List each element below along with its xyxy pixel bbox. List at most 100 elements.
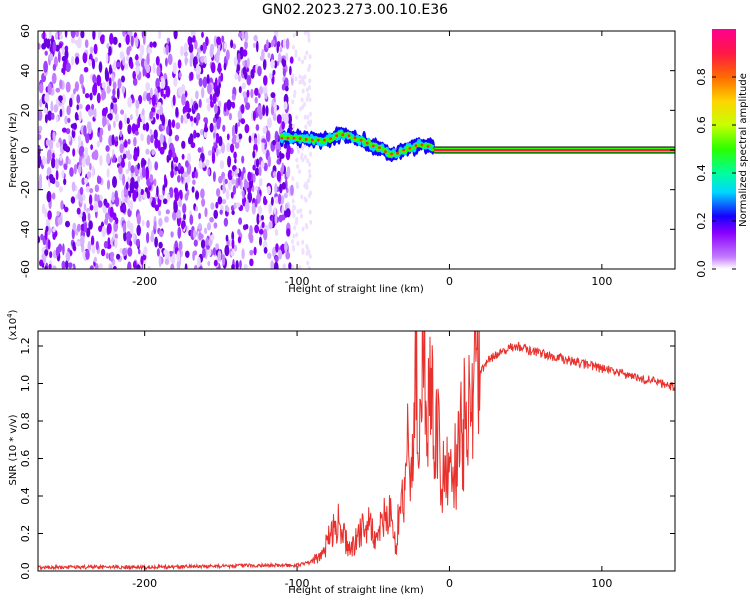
- noise-blob: [304, 197, 308, 203]
- noise-blob: [306, 92, 310, 98]
- noise-blob: [88, 59, 92, 67]
- noise-blob: [112, 36, 118, 45]
- noise-blob: [114, 136, 119, 142]
- noise-blob: [201, 198, 206, 207]
- noise-blob: [109, 33, 114, 45]
- noise-blob: [175, 106, 179, 118]
- noise-blob: [71, 228, 75, 240]
- snr-xlabel: Height of straight line (km): [288, 585, 424, 596]
- noise-blob: [238, 32, 243, 38]
- noise-blob: [64, 49, 69, 60]
- noise-blob: [267, 52, 271, 59]
- noise-blob: [142, 123, 147, 131]
- noise-blob: [178, 72, 182, 78]
- noise-blob: [274, 228, 279, 237]
- noise-blob: [271, 196, 274, 206]
- noise-blob: [158, 241, 163, 249]
- noise-blob: [159, 105, 164, 116]
- noise-blob: [275, 243, 279, 253]
- spectrogram-plot-area: [38, 31, 675, 269]
- noise-blob: [198, 160, 203, 170]
- noise-blob: [213, 259, 218, 267]
- noise-blob: [135, 36, 139, 48]
- noise-blob: [202, 41, 207, 54]
- noise-blob: [83, 125, 87, 137]
- noise-blob: [106, 223, 112, 235]
- noise-blob: [237, 52, 241, 64]
- noise-blob: [51, 177, 56, 185]
- noise-blob: [235, 260, 239, 269]
- ridge-peak: [280, 136, 284, 140]
- noise-blob: [121, 75, 125, 83]
- noise-blob: [172, 210, 177, 221]
- noise-blob: [309, 151, 313, 157]
- noise-blob: [268, 203, 272, 215]
- noise-blob: [285, 52, 289, 62]
- ridge-peak: [304, 137, 308, 141]
- noise-blob: [238, 86, 242, 94]
- noise-blob: [45, 139, 50, 147]
- noise-blob: [232, 129, 235, 138]
- noise-blob: [170, 170, 175, 178]
- noise-blob: [91, 58, 96, 70]
- noise-blob: [215, 243, 220, 250]
- noise-blob: [146, 72, 151, 79]
- noise-blob: [58, 43, 63, 49]
- noise-blob: [176, 259, 181, 269]
- noise-blob: [195, 132, 200, 138]
- noise-blob: [202, 76, 208, 89]
- noise-blob: [198, 212, 202, 220]
- noise-blob: [75, 31, 80, 38]
- noise-blob: [62, 61, 67, 72]
- noise-blob: [77, 135, 82, 143]
- noise-blob: [292, 44, 295, 50]
- noise-blob: [52, 152, 55, 160]
- noise-blob: [185, 250, 190, 258]
- noise-blob: [64, 262, 69, 268]
- noise-blob: [129, 240, 133, 247]
- noise-blob: [218, 148, 222, 155]
- noise-blob: [39, 259, 44, 267]
- noise-blob: [104, 67, 108, 79]
- noise-blob: [135, 64, 140, 76]
- noise-blob: [307, 249, 311, 255]
- noise-blob: [44, 265, 48, 269]
- noise-blob: [223, 217, 229, 227]
- noise-blob: [300, 213, 303, 219]
- noise-blob: [293, 225, 297, 231]
- noise-blob: [106, 168, 110, 178]
- noise-blob: [279, 183, 283, 194]
- noise-blob: [257, 105, 262, 116]
- noise-blob: [113, 154, 116, 162]
- noise-blob: [137, 185, 141, 194]
- noise-blob: [196, 112, 201, 122]
- noise-blob: [214, 86, 220, 97]
- ridge-peak: [317, 138, 320, 142]
- noise-blob: [57, 243, 63, 253]
- noise-blob: [183, 213, 186, 220]
- noise-blob: [292, 246, 296, 252]
- noise-blob: [44, 50, 48, 56]
- noise-blob: [112, 88, 116, 97]
- noise-blob: [216, 118, 221, 130]
- noise-blob: [130, 35, 134, 47]
- noise-blob: [147, 47, 153, 54]
- noise-blob: [151, 201, 155, 208]
- x-tick-label: -200: [132, 275, 157, 288]
- snr-ticks: -200 -100 0 100 0.0 0.2 0.4 0.6 0.8 1.0 1.2: [19, 331, 675, 590]
- noise-blob: [61, 127, 67, 133]
- noise-blob: [291, 73, 295, 79]
- noise-blob: [189, 37, 193, 44]
- noise-blob: [225, 234, 229, 242]
- noise-blob: [202, 247, 206, 259]
- colorbar: 0.0 0.2 0.4 0.6 0.8 Normalized spectral ampl…: [695, 29, 749, 278]
- noise-blob: [137, 162, 141, 170]
- noise-blob: [127, 261, 132, 269]
- noise-blob: [244, 200, 250, 213]
- noise-blob: [154, 138, 159, 149]
- noise-blob: [181, 140, 186, 149]
- noise-blob: [75, 240, 81, 247]
- ridge-peak: [414, 144, 418, 148]
- noise-blob: [233, 151, 237, 159]
- noise-blob: [76, 223, 82, 232]
